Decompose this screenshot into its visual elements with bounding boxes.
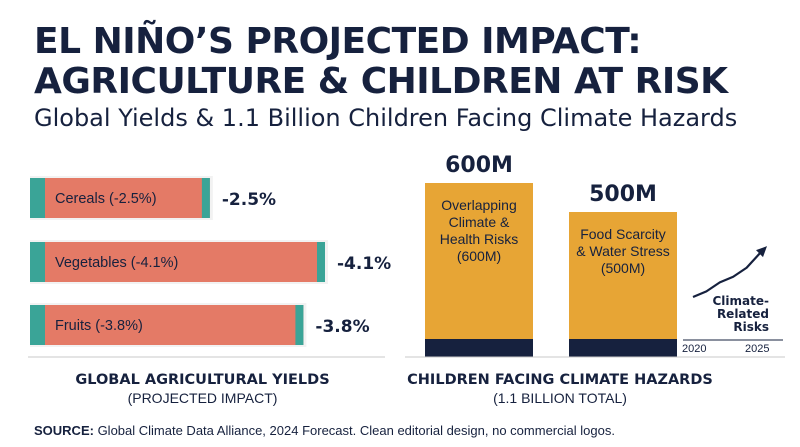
page-subtitle: Global Yields & 1.1 Billion Children Fac…: [34, 104, 738, 132]
yield-bar-accent-right: [295, 305, 304, 345]
children-bar-label-line: Health Risks: [440, 231, 519, 247]
page-title: EL NIÑO’S PROJECTED IMPACT: AGRICULTURE …: [34, 22, 728, 102]
children-bar-label-line: Food Scarcity: [580, 226, 666, 242]
yield-bar-accent-left: [30, 178, 45, 218]
trend-x-tick-label: 2020: [682, 343, 706, 355]
yield-bar: [30, 242, 325, 282]
children-bar-label-line: & Water Stress: [576, 243, 670, 259]
children-bar-base: [425, 339, 533, 357]
yields-chart-title: GLOBAL AGRICULTURAL YIELDS: [75, 372, 330, 388]
yield-bar: [30, 305, 304, 345]
trend-arrowhead: [756, 246, 767, 258]
trend-x-tick-label: 2025: [745, 343, 769, 355]
yield-bar-accent-left: [30, 242, 45, 282]
children-bar-label-line: Climate &: [449, 214, 510, 230]
source-note: SOURCE: Global Climate Data Alliance, 20…: [34, 423, 615, 438]
yields-chart-caption: GLOBAL AGRICULTURAL YIELDS (PROJECTED IM…: [40, 371, 365, 407]
yield-bar-value-label: -2.5%: [222, 190, 276, 210]
trend-line: [692, 252, 761, 299]
children-bar-base: [569, 339, 677, 357]
yield-bar-accent-right: [201, 178, 210, 218]
yield-bar-value-label: -3.8%: [315, 317, 369, 337]
children-chart-title: CHILDREN FACING CLIMATE HAZARDS: [407, 372, 713, 388]
yield-bar-category-label: Cereals (-2.5%): [55, 191, 157, 207]
title-line-2: AGRICULTURE & CHILDREN AT RISK: [34, 61, 728, 102]
trend-annotation-line: Related: [717, 307, 769, 321]
yield-bar-category-label: Vegetables (-4.1%): [55, 255, 178, 271]
yield-bar-value-label: -4.1%: [337, 254, 391, 274]
children-bar-value-label: 600M: [445, 153, 513, 178]
children-bar: [569, 212, 677, 357]
yield-bar-accent-right: [317, 242, 325, 282]
trend-annotation-line: Risks: [733, 320, 769, 334]
source-label: SOURCE:: [34, 423, 94, 438]
yield-bar: [30, 178, 210, 218]
children-bar-label-line: Overlapping: [441, 197, 517, 213]
children-bar-value-label: 500M: [589, 182, 657, 207]
children-chart-subtitle: (1.1 BILLION TOTAL): [493, 390, 627, 406]
yield-bar-category-label: Fruits (-3.8%): [55, 318, 143, 334]
yields-chart-subtitle: (PROJECTED IMPACT): [127, 390, 278, 406]
trend-annotation-line: Climate-: [713, 294, 770, 308]
yield-bar-accent-left: [30, 305, 45, 345]
children-bar-label-line: (500M): [601, 260, 645, 276]
children-bar-label-line: (600M): [457, 248, 501, 264]
title-line-1: EL NIÑO’S PROJECTED IMPACT:: [34, 21, 642, 62]
children-chart-caption: CHILDREN FACING CLIMATE HAZARDS (1.1 BIL…: [405, 371, 715, 407]
source-text: Global Climate Data Alliance, 2024 Forec…: [93, 423, 615, 438]
children-bar: [425, 183, 533, 357]
